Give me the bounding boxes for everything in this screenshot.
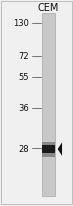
Text: 36: 36 (18, 104, 29, 113)
Text: 55: 55 (19, 73, 29, 82)
Bar (42, 146, 55, 153)
Text: 130: 130 (13, 19, 29, 28)
Text: 72: 72 (19, 52, 29, 61)
Text: 28: 28 (19, 144, 29, 153)
Bar (42, 142, 55, 157)
Text: CEM: CEM (38, 3, 59, 13)
Polygon shape (58, 143, 62, 156)
Bar (42, 14, 55, 196)
